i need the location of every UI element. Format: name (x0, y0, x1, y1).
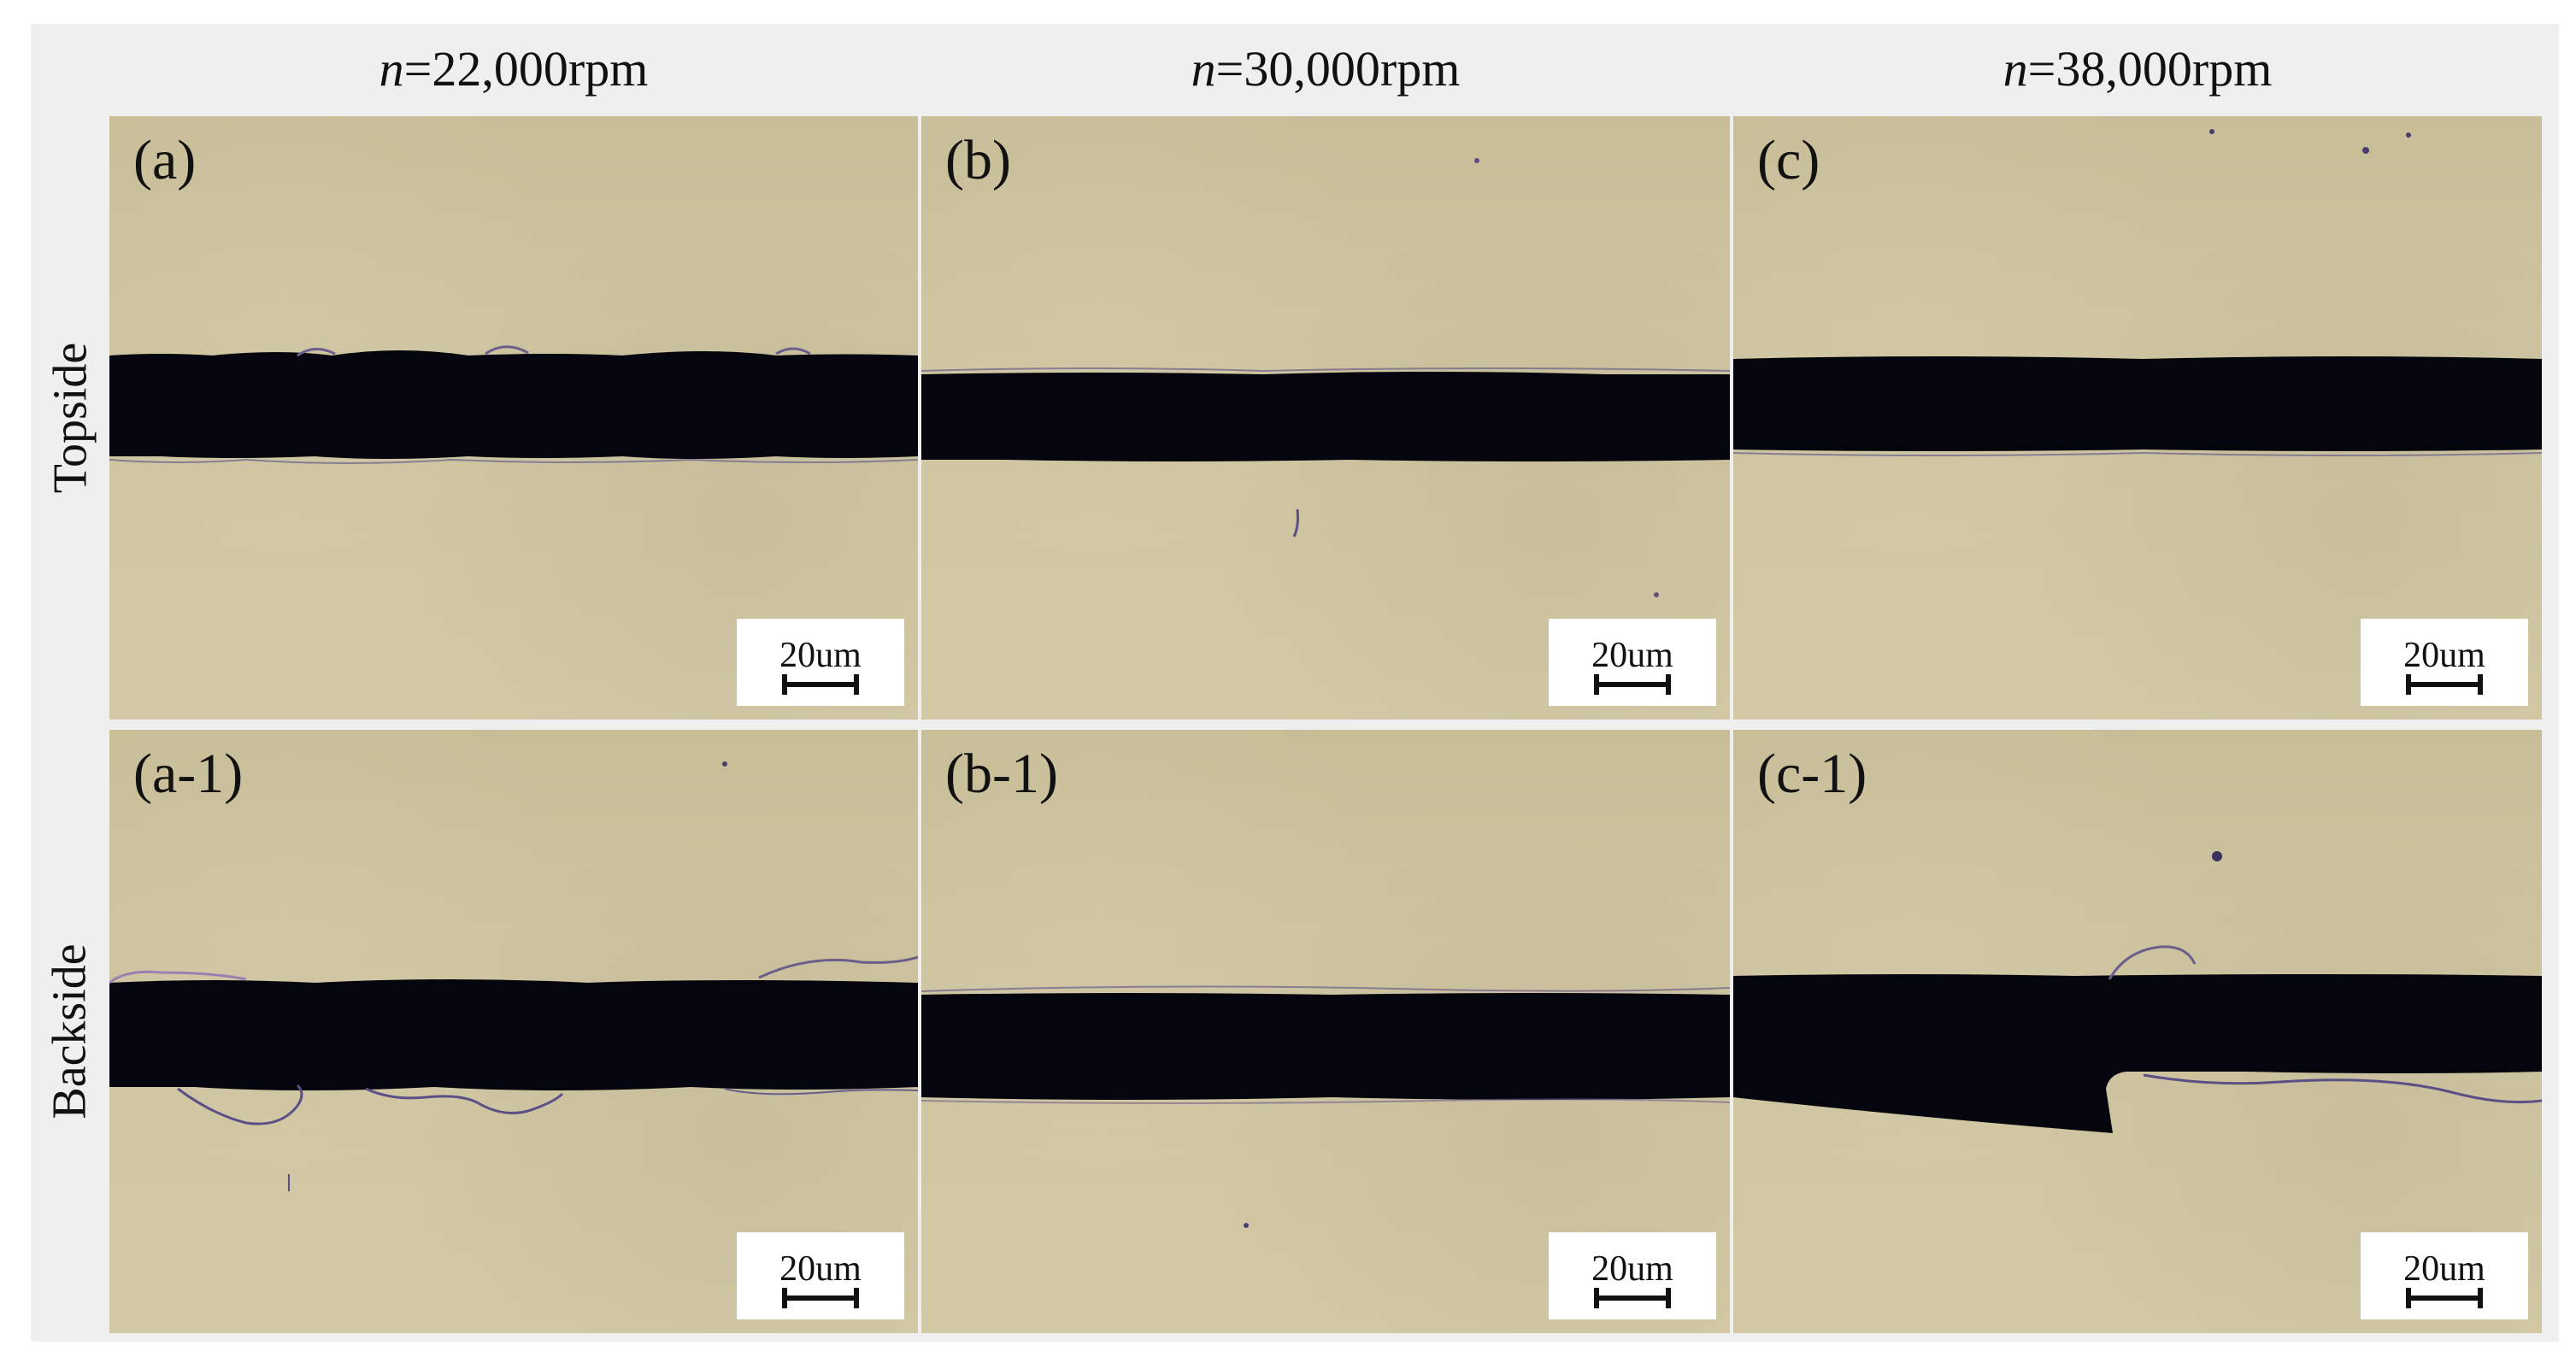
groove-c (1733, 129, 2542, 456)
scale-bar-b: 20um (1549, 619, 1716, 706)
groove-a (109, 345, 918, 464)
row-label-backside: Backside (44, 943, 97, 1119)
panel-b: (b) 20um (921, 116, 1730, 720)
panel-a: (a) 20um (109, 116, 918, 720)
groove-a1 (109, 761, 918, 1191)
panel-a1: (a-1) 20um (109, 730, 918, 1333)
column-header-22000: n =22,000rpm (379, 40, 649, 97)
panel-letter-a: (a) (133, 129, 197, 191)
panel-letter-c1: (c-1) (1757, 743, 1867, 805)
panel-letter-b1: (b-1) (945, 743, 1058, 805)
scale-bar-a: 20um (737, 619, 904, 706)
panel-c: (c) 20um (1733, 116, 2542, 720)
panel-letter-c: (c) (1757, 129, 1820, 191)
scale-bar-b1: 20um (1549, 1232, 1716, 1319)
panel-letter-a1: (a-1) (133, 743, 244, 805)
groove-b1 (921, 985, 1730, 1245)
scale-bar-a1: 20um (737, 1232, 904, 1319)
groove-c1 (1733, 851, 2542, 1133)
row-label-topside: Topside (44, 342, 97, 494)
micrograph-figure: n =22,000rpm n =30,000rpm n =38,000rpm Tops… (31, 24, 2559, 1342)
groove-b (921, 158, 1730, 597)
scale-line-a1 (782, 1288, 859, 1308)
panel-c1: (c-1) 20um (1733, 730, 2542, 1333)
scale-line-c (2406, 674, 2483, 695)
scale-bar-c1: 20um (2361, 1232, 2528, 1319)
column-header-30000: n =30,000rpm (1191, 40, 1461, 97)
scale-bar-c: 20um (2361, 619, 2528, 706)
scale-line-b1 (1594, 1288, 1671, 1308)
panel-letter-b: (b) (945, 129, 1011, 191)
column-header-38000: n =38,000rpm (2003, 40, 2273, 97)
scale-line-c1 (2406, 1288, 2483, 1308)
scale-line-a (782, 674, 859, 695)
scale-line-b (1594, 674, 1671, 695)
panel-b1: (b-1) 20um (921, 730, 1730, 1333)
